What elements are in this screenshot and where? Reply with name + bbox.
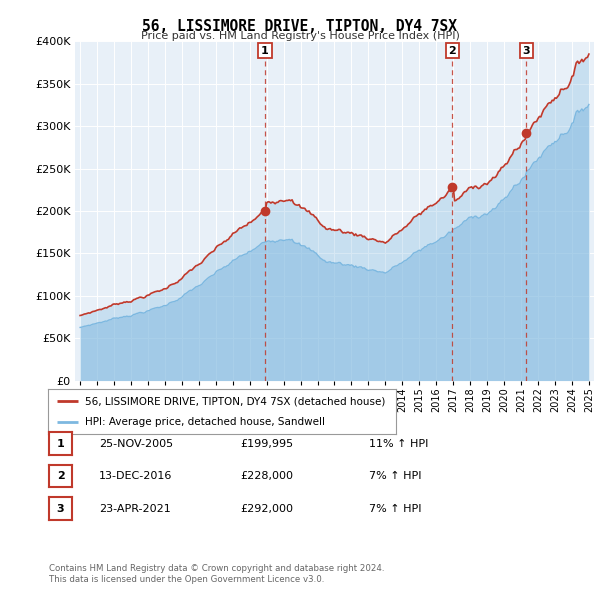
Text: This data is licensed under the Open Government Licence v3.0.: This data is licensed under the Open Gov… [49, 575, 325, 584]
Text: £292,000: £292,000 [240, 504, 293, 513]
Text: 7% ↑ HPI: 7% ↑ HPI [369, 471, 421, 481]
Text: 11% ↑ HPI: 11% ↑ HPI [369, 439, 428, 448]
Text: 3: 3 [523, 45, 530, 55]
Text: 7% ↑ HPI: 7% ↑ HPI [369, 504, 421, 513]
Text: Price paid vs. HM Land Registry's House Price Index (HPI): Price paid vs. HM Land Registry's House … [140, 31, 460, 41]
Text: 1: 1 [261, 45, 269, 55]
Text: 2: 2 [57, 471, 64, 481]
Text: 23-APR-2021: 23-APR-2021 [99, 504, 171, 513]
Text: Contains HM Land Registry data © Crown copyright and database right 2024.: Contains HM Land Registry data © Crown c… [49, 565, 385, 573]
Text: £199,995: £199,995 [240, 439, 293, 448]
Text: 3: 3 [57, 504, 64, 513]
Text: HPI: Average price, detached house, Sandwell: HPI: Average price, detached house, Sand… [85, 417, 325, 427]
Text: 13-DEC-2016: 13-DEC-2016 [99, 471, 172, 481]
Text: £228,000: £228,000 [240, 471, 293, 481]
Text: 56, LISSIMORE DRIVE, TIPTON, DY4 7SX (detached house): 56, LISSIMORE DRIVE, TIPTON, DY4 7SX (de… [85, 396, 385, 407]
Text: 25-NOV-2005: 25-NOV-2005 [99, 439, 173, 448]
Text: 2: 2 [449, 45, 456, 55]
Text: 1: 1 [57, 439, 64, 448]
Text: 56, LISSIMORE DRIVE, TIPTON, DY4 7SX: 56, LISSIMORE DRIVE, TIPTON, DY4 7SX [143, 19, 458, 34]
